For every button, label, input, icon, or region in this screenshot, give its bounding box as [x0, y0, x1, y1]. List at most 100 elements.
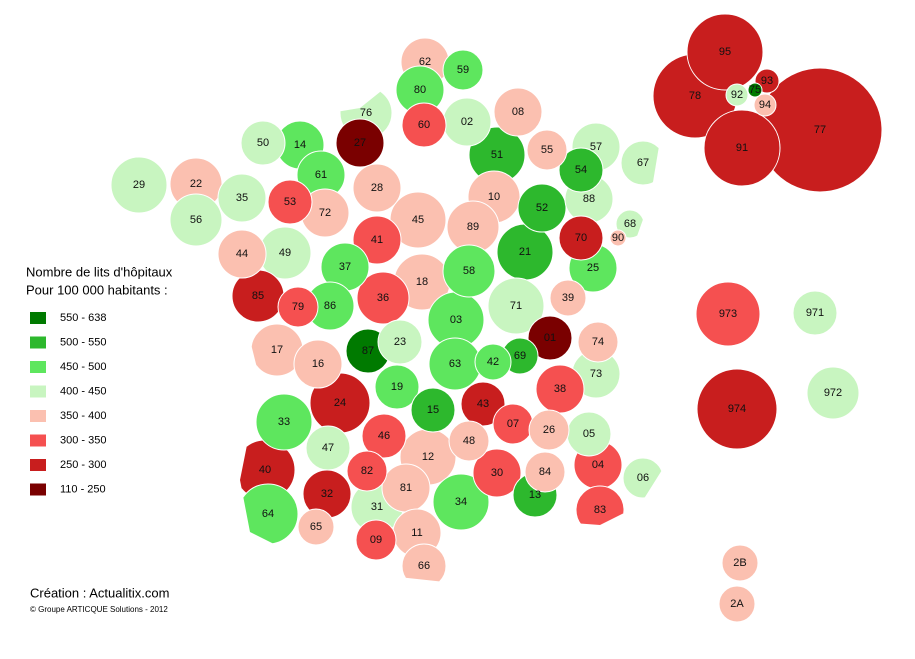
department — [753, 93, 777, 117]
department-code: 78 — [689, 90, 701, 102]
department-code: 18 — [416, 276, 428, 288]
department-code: 31 — [371, 501, 383, 513]
credit: Création : Actualitix.com — [30, 585, 169, 600]
department-code: 06 — [637, 472, 649, 484]
department — [356, 271, 410, 325]
department-code: 27 — [354, 137, 366, 149]
department-code: 34 — [455, 496, 467, 508]
department — [703, 109, 781, 187]
department — [442, 244, 496, 298]
department-code: 66 — [418, 560, 430, 572]
department-code: 29 — [133, 179, 145, 191]
department — [448, 420, 490, 462]
department-code: 62 — [419, 56, 431, 68]
department-code: 2A — [730, 598, 744, 610]
department-code: 19 — [391, 381, 403, 393]
department-code: 35 — [236, 192, 248, 204]
department — [696, 368, 778, 450]
department-code: 50 — [257, 137, 269, 149]
department-code: 38 — [554, 383, 566, 395]
department-code: 83 — [594, 504, 606, 516]
department-code: 88 — [583, 193, 595, 205]
department-code: 64 — [262, 508, 274, 520]
department-code: 973 — [719, 308, 737, 320]
department — [747, 82, 763, 98]
department-code: 972 — [824, 387, 842, 399]
department — [217, 173, 267, 223]
department-code: 94 — [759, 99, 771, 111]
department — [293, 339, 343, 389]
department-code: 37 — [339, 261, 351, 273]
department-code: 73 — [590, 368, 602, 380]
legend-swatch — [30, 410, 46, 422]
legend: 550 - 638 500 - 550 450 - 500 400 - 450 350 … — [30, 312, 106, 496]
department — [410, 387, 456, 433]
insets — [652, 13, 883, 623]
department — [240, 120, 286, 166]
department-code: 974 — [728, 403, 746, 415]
department — [217, 229, 267, 279]
department-labels: 62 59 80 76 60 02 08 50 14 27 51 55 57 67 54 29 22 35 61 28… — [133, 46, 842, 610]
department-code: 15 — [427, 404, 439, 416]
department-code: 58 — [463, 265, 475, 277]
department — [721, 544, 759, 582]
department-code: 02 — [461, 116, 473, 128]
department — [558, 215, 604, 261]
department-code: 22 — [190, 178, 202, 190]
department — [305, 425, 351, 471]
department — [695, 281, 761, 347]
legend-swatch — [30, 434, 46, 447]
department-code: 30 — [491, 467, 503, 479]
department — [527, 315, 573, 361]
department — [377, 319, 423, 365]
department-code: 84 — [539, 466, 551, 478]
department-code: 39 — [562, 292, 574, 304]
department — [460, 381, 506, 427]
department-code: 53 — [284, 196, 296, 208]
legend-label: 400 - 450 — [60, 385, 106, 397]
department-code: 05 — [583, 428, 595, 440]
department-code: 95 — [719, 46, 731, 58]
department-code: 41 — [371, 234, 383, 246]
department — [609, 229, 627, 247]
department-code: 07 — [507, 418, 519, 430]
department — [169, 193, 223, 247]
department — [267, 179, 313, 225]
department-code: 42 — [487, 356, 499, 368]
department-code: 24 — [334, 397, 346, 409]
legend-label: 350 - 400 — [60, 410, 106, 422]
department-code: 51 — [491, 149, 503, 161]
department — [352, 215, 402, 265]
department-code: 01 — [544, 332, 556, 344]
legend-swatch — [30, 385, 46, 398]
department-code: 60 — [418, 119, 430, 131]
legend-swatch — [30, 459, 46, 471]
department-code: 32 — [321, 488, 333, 500]
legend-title: Nombre de lits d'hôpitaux — [26, 264, 173, 279]
department — [255, 393, 313, 451]
department-code: 72 — [319, 207, 331, 219]
department-code: 71 — [510, 300, 522, 312]
department-code: 08 — [512, 106, 524, 118]
department-code: 49 — [279, 247, 291, 259]
department — [549, 279, 587, 317]
department-code: 87 — [362, 345, 374, 357]
legend-label: 250 - 300 — [60, 459, 106, 471]
department-code: 43 — [477, 398, 489, 410]
department — [725, 83, 749, 107]
legend-label: 450 - 500 — [60, 361, 106, 373]
department — [110, 156, 168, 214]
department-code: 40 — [259, 464, 271, 476]
department-code: 44 — [236, 248, 248, 260]
department-code: 70 — [575, 232, 587, 244]
department-code: 59 — [457, 64, 469, 76]
department — [620, 140, 662, 186]
department — [792, 290, 838, 336]
department — [558, 147, 604, 193]
department-code: 92 — [731, 89, 743, 101]
legend-swatch — [30, 336, 46, 349]
department — [352, 163, 402, 213]
legend-swatch — [30, 361, 46, 373]
department-code: 33 — [278, 416, 290, 428]
